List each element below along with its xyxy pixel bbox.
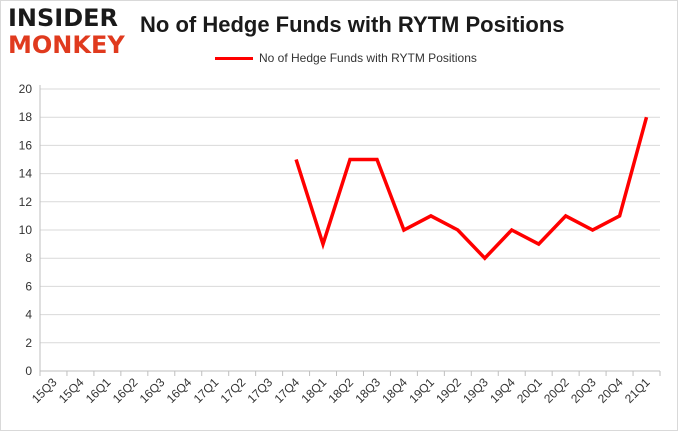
x-tick-label: 17Q3 <box>245 375 276 406</box>
legend-label: No of Hedge Funds with RYTM Positions <box>259 51 477 65</box>
insider-monkey-logo: INSIDER MONKEY <box>8 6 128 57</box>
chart-legend: No of Hedge Funds with RYTM Positions <box>215 51 477 65</box>
x-tick-label: 20Q2 <box>541 375 572 406</box>
x-tick-label: 19Q3 <box>460 375 491 406</box>
x-tick-label: 19Q2 <box>433 375 464 406</box>
y-tick-label: 14 <box>19 167 33 181</box>
x-tick-label: 18Q4 <box>379 375 410 406</box>
x-tick-label: 16Q2 <box>110 375 141 406</box>
x-tick-label: 21Q1 <box>622 375 653 406</box>
x-tick-label: 18Q2 <box>325 375 356 406</box>
x-tick-label: 20Q3 <box>568 375 599 406</box>
chart-title: No of Hedge Funds with RYTM Positions <box>140 12 565 37</box>
x-tick-label: 15Q3 <box>29 375 60 406</box>
x-tick-label: 17Q4 <box>272 375 303 406</box>
y-tick-label: 6 <box>25 279 32 293</box>
legend-swatch <box>215 56 253 60</box>
x-tick-label: 17Q1 <box>191 375 222 406</box>
x-tick-label: 16Q4 <box>164 375 195 406</box>
series-line-0 <box>294 116 649 261</box>
y-tick-label: 12 <box>19 195 33 209</box>
y-tick-label: 0 <box>25 364 32 378</box>
y-tick-label: 8 <box>25 251 32 265</box>
y-tick-label: 16 <box>19 138 33 152</box>
x-tick-label: 17Q2 <box>218 375 249 406</box>
y-tick-label: 18 <box>19 110 33 124</box>
x-tick-label: 18Q1 <box>299 375 330 406</box>
logo-text-top: INSIDER <box>8 4 119 32</box>
x-tick-label: 19Q4 <box>487 375 518 406</box>
y-tick-label: 2 <box>25 336 32 350</box>
x-tick-label: 16Q3 <box>137 375 168 406</box>
x-tick-label: 15Q4 <box>56 375 87 406</box>
x-tick-label: 19Q1 <box>406 375 437 406</box>
x-tick-label: 16Q1 <box>83 375 114 406</box>
x-tick-label: 18Q3 <box>352 375 383 406</box>
x-tick-label: 20Q1 <box>514 375 545 406</box>
y-tick-label: 20 <box>19 82 33 96</box>
logo-text-bottom: MONKEY <box>8 31 125 59</box>
y-tick-label: 4 <box>25 308 32 322</box>
y-tick-label: 10 <box>19 223 33 237</box>
x-tick-label: 20Q4 <box>595 375 626 406</box>
